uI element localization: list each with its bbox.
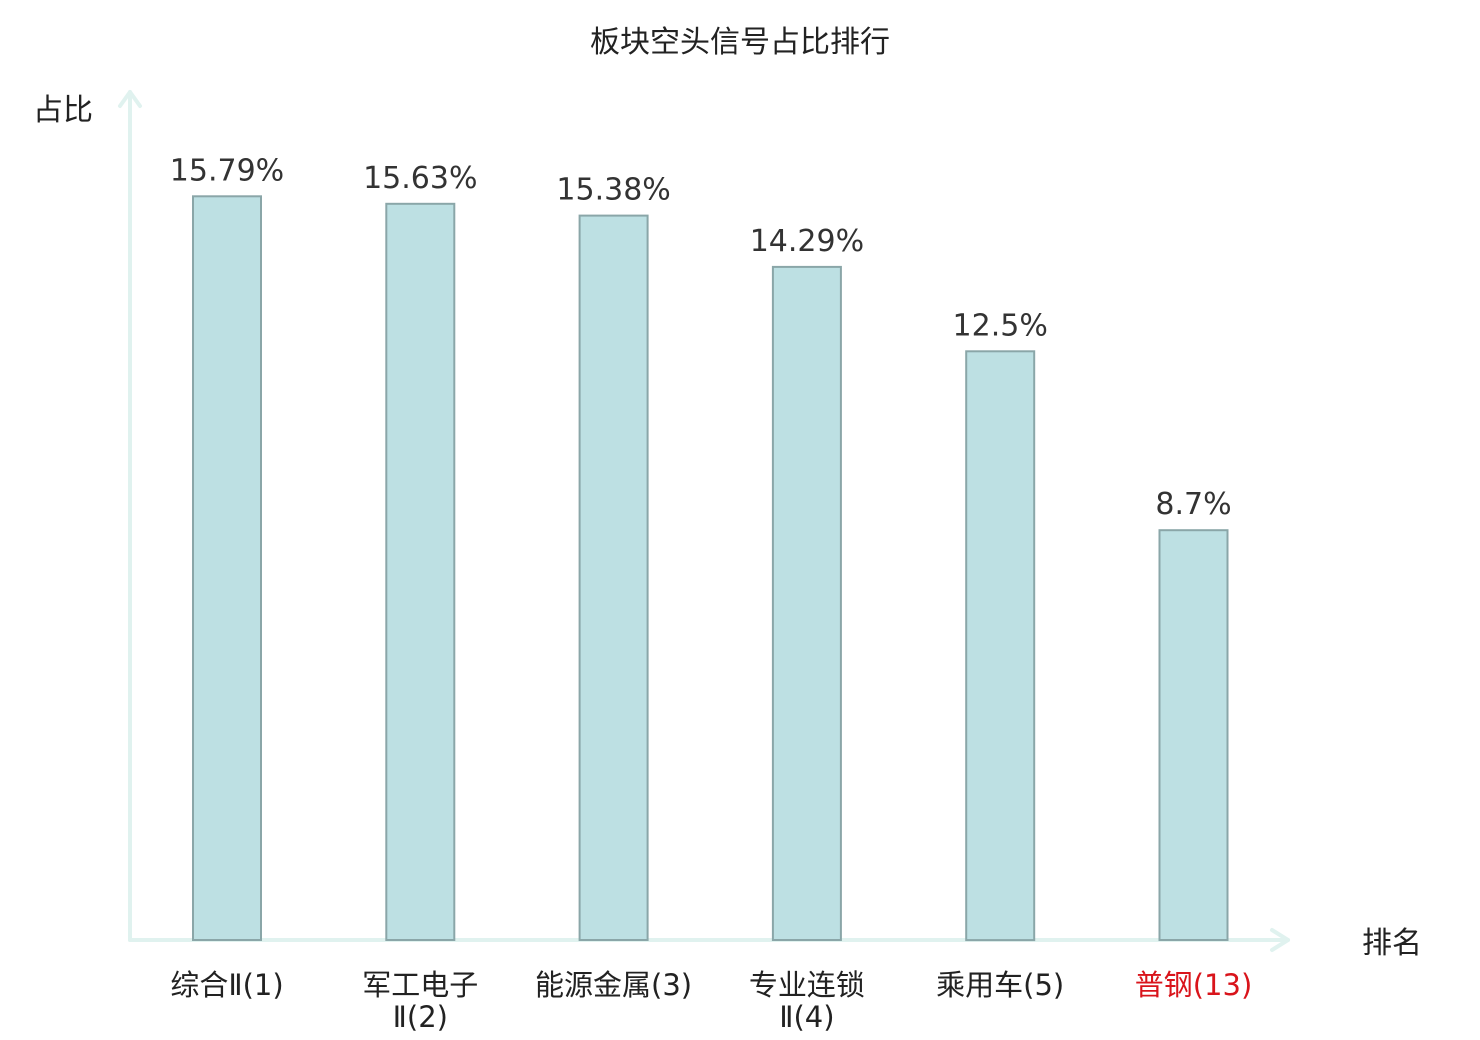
x-axis-arrow-icon (1270, 928, 1290, 952)
value-label-1: 15.79% (170, 153, 284, 188)
category-label-5: 乘用车(5) (936, 968, 1064, 1002)
category-label-3: 能源金属(3) (535, 968, 692, 1002)
value-label-5: 12.5% (953, 308, 1048, 343)
value-label-2: 15.63% (363, 161, 477, 196)
bar-6 (1158, 529, 1229, 941)
y-axis-arrow-icon (118, 90, 142, 108)
category-label-4-line-1: 专业连锁 (749, 968, 865, 1002)
value-labels: 15.79% 15.63% 15.38% 14.29% 12.5% 8.7% (170, 153, 1232, 522)
bar-series (192, 195, 1229, 942)
value-label-4: 14.29% (750, 224, 864, 259)
value-label-3: 15.38% (556, 173, 670, 208)
category-label-2-line-2: Ⅱ(2) (393, 1000, 448, 1034)
chart-axes (118, 90, 1290, 952)
value-label-6: 8.7% (1155, 487, 1231, 522)
category-label-6: 普钢(13) (1135, 968, 1253, 1002)
bar-4 (771, 265, 842, 941)
bar-1 (192, 195, 262, 942)
category-label-4-line-2: Ⅱ(4) (779, 1000, 834, 1034)
category-label-2-line-1: 军工电子 (362, 968, 478, 1002)
x-axis-label: 排名 (1362, 926, 1422, 961)
y-axis-label: 占比 (33, 93, 93, 128)
category-label-1: 综合Ⅱ(1) (170, 968, 283, 1002)
bar-3 (578, 214, 649, 942)
bar-2 (385, 202, 456, 942)
bar-5 (965, 350, 1036, 942)
chart-title: 板块空头信号占比排行 (590, 25, 890, 60)
